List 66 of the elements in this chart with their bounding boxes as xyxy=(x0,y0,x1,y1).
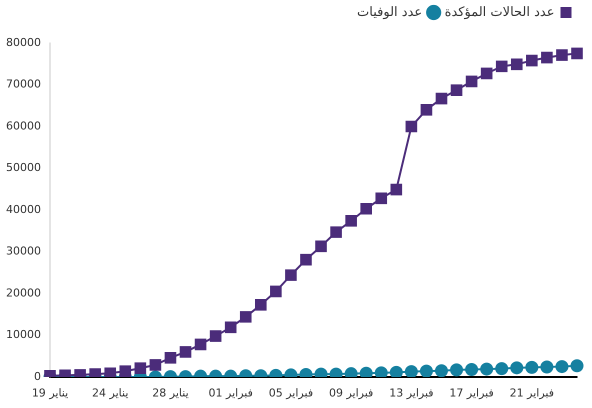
point xyxy=(375,192,388,204)
point xyxy=(465,362,478,376)
y-tick-label: 50000 xyxy=(6,161,41,174)
point xyxy=(404,365,418,377)
point xyxy=(150,359,162,371)
point xyxy=(240,311,252,323)
x-tick-label: 19 يناير xyxy=(32,386,68,400)
point xyxy=(194,338,206,350)
point xyxy=(541,52,553,64)
point xyxy=(480,68,492,80)
point xyxy=(571,48,583,60)
point xyxy=(420,364,433,377)
y-tick-label: 60000 xyxy=(6,119,41,132)
point xyxy=(300,254,312,266)
x-tick-label: 01 فبراير xyxy=(208,386,253,400)
point xyxy=(134,362,146,374)
y-tick-label: 0 xyxy=(34,370,41,383)
point xyxy=(285,269,297,281)
point xyxy=(180,346,192,358)
y-tick-label: 40000 xyxy=(6,202,41,216)
x-tick-label: 05 فبراير xyxy=(268,386,314,400)
point xyxy=(510,58,523,70)
point xyxy=(254,298,267,311)
legend-label: عدد الوفيات xyxy=(357,4,422,20)
point xyxy=(450,84,462,96)
x-tick-label: 17 فبراير xyxy=(449,386,494,400)
x-tick-label: 13 فبراير xyxy=(389,386,434,400)
point xyxy=(390,184,402,196)
point xyxy=(390,366,403,377)
point xyxy=(496,60,508,72)
x-tick-label: 09 فبراير xyxy=(328,386,374,400)
point xyxy=(525,360,538,374)
x-tick-label: 28 يناير xyxy=(152,386,189,400)
point xyxy=(374,366,388,377)
point xyxy=(224,322,236,334)
x-tick-label: 24 يناير xyxy=(92,386,128,400)
point xyxy=(540,360,554,374)
point xyxy=(450,363,464,376)
y-tick-label: 80000 xyxy=(6,36,41,49)
y-tick-label: 30000 xyxy=(6,244,41,258)
point xyxy=(480,362,494,376)
point xyxy=(360,202,372,215)
legend-label: عدد الحالات المؤكدة xyxy=(444,4,554,20)
point xyxy=(270,286,282,298)
y-tick-label: 10000 xyxy=(6,328,41,342)
y-tick-label: 70000 xyxy=(6,78,41,91)
point xyxy=(434,364,448,377)
point xyxy=(210,330,222,342)
point xyxy=(556,49,568,61)
point xyxy=(495,362,508,376)
point xyxy=(315,240,327,252)
point xyxy=(466,76,478,88)
point xyxy=(164,352,176,364)
point xyxy=(420,104,432,116)
point xyxy=(570,359,584,372)
point xyxy=(436,92,448,104)
point xyxy=(330,226,342,238)
x-tick-label: 21 فبراير xyxy=(510,386,554,400)
point xyxy=(406,120,418,132)
point xyxy=(526,54,538,66)
point xyxy=(345,215,357,227)
point xyxy=(510,361,524,374)
y-tick-label: 20000 xyxy=(6,286,41,300)
point xyxy=(119,365,132,377)
point xyxy=(555,360,568,374)
point xyxy=(104,367,116,377)
